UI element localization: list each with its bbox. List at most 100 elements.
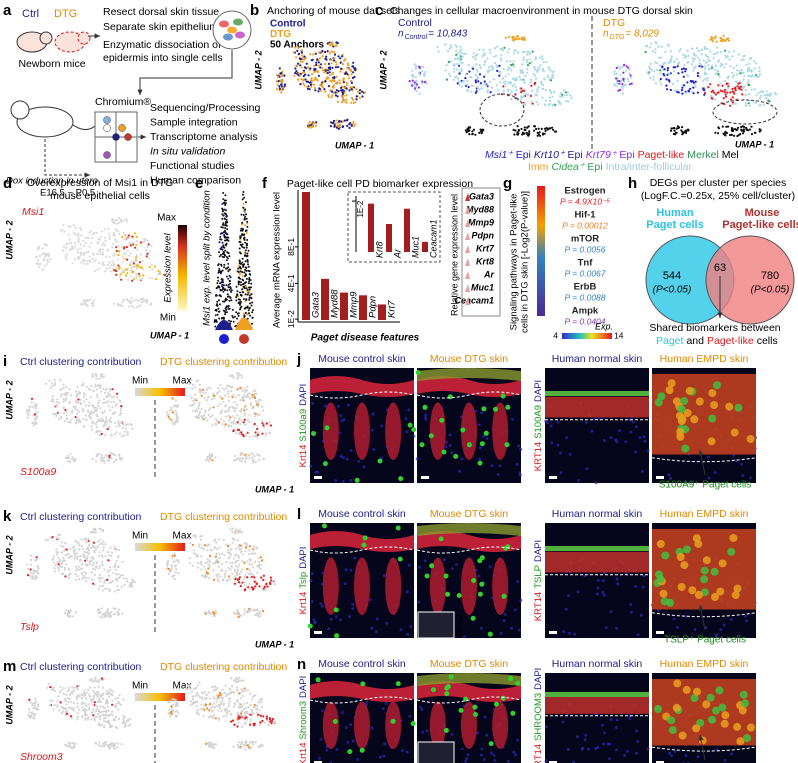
umap-point (77, 402, 79, 404)
umap-point (74, 408, 76, 410)
umap-point (214, 546, 216, 548)
umap-point (296, 65, 298, 67)
umap-point (226, 712, 228, 714)
umap-point (304, 58, 306, 60)
umap-point (745, 104, 747, 106)
umap-point (217, 392, 219, 394)
panel-letter: f (262, 175, 268, 192)
umap-point (201, 395, 203, 397)
umap-point (125, 274, 127, 276)
umap-point (225, 387, 227, 389)
umap-point (46, 263, 48, 265)
umap-point (85, 714, 87, 716)
umap-point (243, 409, 245, 411)
umap-point (315, 125, 317, 127)
umap-point (343, 87, 345, 89)
umap-point (104, 237, 106, 239)
umap-point (111, 704, 113, 706)
umap-point (343, 95, 345, 97)
umap-point (224, 576, 226, 578)
umap-point (674, 66, 676, 68)
umap-point (717, 132, 719, 134)
umap-point (241, 390, 243, 392)
legend-entry: Merkel (687, 149, 719, 161)
violin-point (227, 263, 229, 265)
umap-point (67, 690, 69, 692)
umap-point (200, 708, 202, 710)
umap-point (339, 82, 341, 84)
umap-point (115, 578, 117, 580)
umap-point (312, 53, 314, 55)
umap-point (528, 133, 530, 135)
umap-point (552, 74, 554, 76)
umap-point (629, 69, 631, 71)
umap-point (339, 57, 341, 59)
umap-point (251, 711, 253, 713)
umap-point (133, 278, 135, 280)
umap-point (324, 63, 326, 65)
umap-point (83, 551, 85, 553)
label: Paget-like cell PD biomarker expression (287, 178, 473, 190)
umap-point (211, 398, 213, 400)
violin-point (239, 239, 241, 241)
umap-point (48, 253, 50, 255)
umap-point (108, 746, 110, 748)
umap-point (212, 746, 214, 748)
umap-point (75, 696, 77, 698)
umap-point (169, 713, 171, 715)
umap-point (221, 563, 223, 565)
umap-point (77, 240, 79, 242)
umap-point (686, 62, 688, 64)
umap-point (246, 576, 248, 578)
umap-point (678, 91, 680, 93)
umap-point (85, 552, 87, 554)
umap-point (175, 704, 177, 706)
umap-point (534, 75, 536, 77)
umap-point (128, 725, 130, 727)
umap-point (122, 255, 124, 257)
nucleus (413, 435, 416, 438)
violin-point (241, 214, 243, 216)
umap-point (330, 59, 332, 61)
umap-point (242, 691, 244, 693)
label: and (686, 335, 704, 347)
umap-point (96, 394, 98, 396)
umap-point (732, 103, 734, 105)
umap-point (297, 63, 299, 65)
umap-point (279, 67, 281, 69)
violin-point (238, 315, 240, 317)
mouse-tail (73, 123, 98, 130)
umap-point (105, 693, 107, 695)
umap-point (748, 67, 750, 69)
umap-point (80, 243, 82, 245)
umap-point (738, 53, 740, 55)
violin-point (226, 311, 228, 313)
panel-letter: c (375, 2, 383, 19)
violin-point (251, 297, 253, 299)
violin-point (223, 266, 225, 268)
umap-point (60, 566, 62, 568)
umap-point (75, 390, 77, 392)
umap-point (114, 698, 116, 700)
umap-point (255, 393, 257, 395)
umap-point (260, 612, 262, 614)
umap-point (345, 94, 347, 96)
umap-point (260, 568, 262, 570)
umap-point (229, 568, 231, 570)
violin-point (216, 303, 218, 305)
umap-point (302, 80, 304, 82)
umap-point (99, 694, 101, 696)
umap-point (217, 710, 219, 712)
umap-point (106, 268, 108, 270)
umap-point (246, 568, 248, 570)
umap-point (218, 717, 220, 719)
umap-point (720, 40, 722, 42)
umap-point (214, 686, 216, 688)
umap-point (698, 65, 700, 67)
umap-point (135, 256, 137, 258)
umap-point (526, 127, 528, 129)
umap-point (706, 77, 708, 79)
label: Paget cells (646, 219, 703, 231)
umap-point (244, 717, 246, 719)
umap-point (715, 65, 717, 67)
